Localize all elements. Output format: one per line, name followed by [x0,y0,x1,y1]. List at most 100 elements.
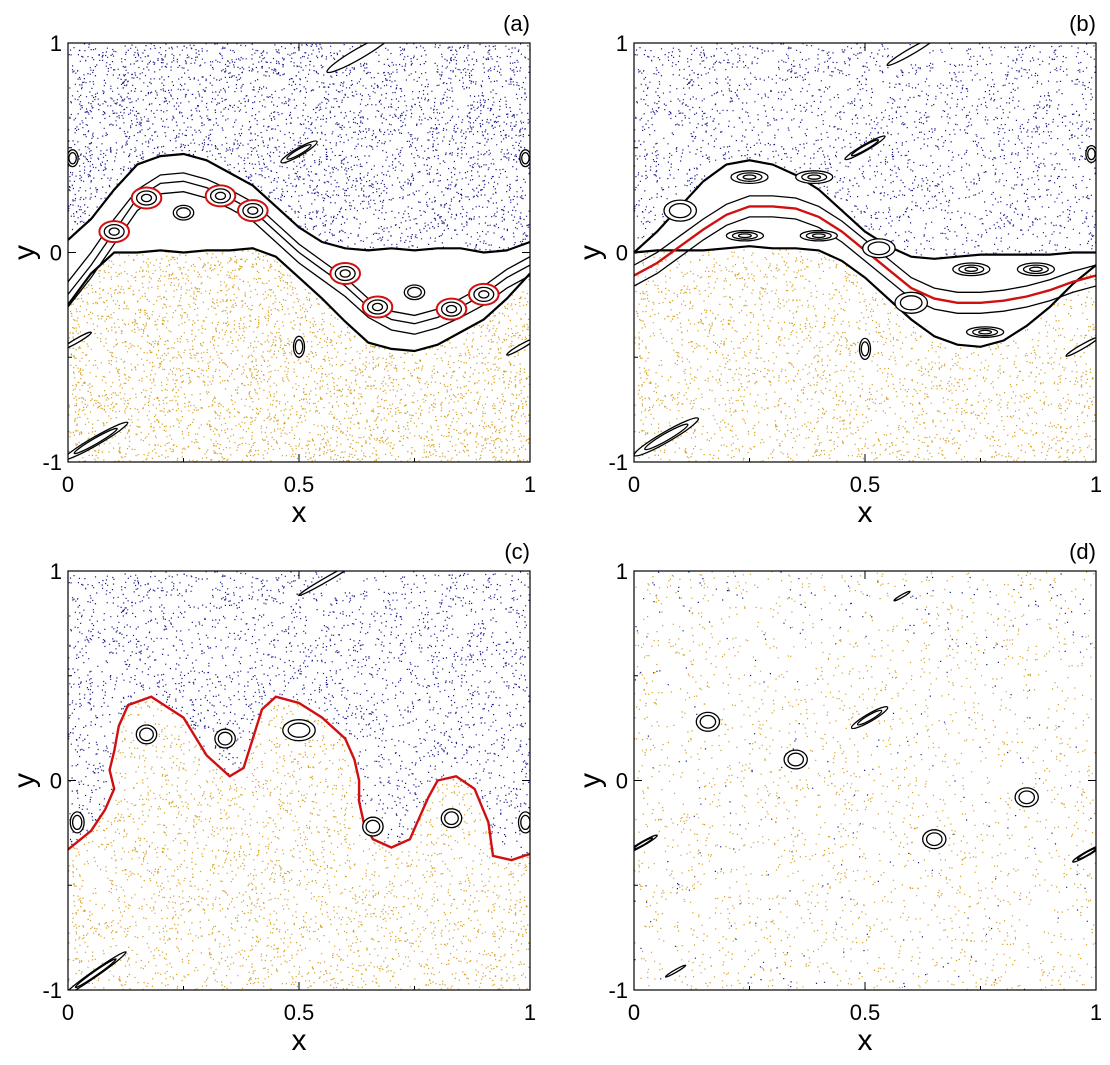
island [326,43,392,74]
island-ring [805,231,832,240]
island [634,834,658,853]
island-ring [736,172,763,182]
upper-region-points [68,571,530,858]
island-ring [1022,264,1049,275]
island-ring [71,814,83,831]
island [517,811,530,834]
island [519,149,530,168]
y-tick-label: 0 [616,241,628,266]
island-ring [326,43,392,74]
island [1016,262,1056,277]
x-axis-label: x [292,496,307,529]
island-ring [366,299,389,315]
orbit-curves [634,590,1096,978]
island [1065,336,1096,357]
y-tick-label: 1 [616,31,628,56]
island-ring [68,331,92,350]
island [663,199,698,222]
lower-boundary-curve [634,245,1096,348]
island [135,724,158,745]
island [634,417,700,457]
island [130,186,163,210]
island-ring [103,223,125,240]
island-ring [108,227,120,236]
x-tick-label: 1 [1090,472,1102,497]
panel-label: (b) [1069,11,1096,36]
y-axis-label: y [8,245,41,260]
island [965,326,1005,338]
island-ring [886,43,936,67]
island-ring [899,295,923,311]
island [280,140,318,164]
scatter-points [68,571,530,990]
island-ring [214,191,227,201]
x-tick-label: 0 [628,472,640,497]
island-ring [74,958,117,989]
orbit-curves [68,571,530,990]
plot-frame [633,570,1097,991]
y-tick-label: -1 [42,978,62,1003]
island-ring [407,286,422,298]
island-ring [209,188,232,204]
x-tick-label: 1 [524,1000,536,1025]
island-ring [634,837,654,850]
y-axis-label: y [8,773,41,788]
island-ring [731,231,758,240]
upper-region-points [634,571,1092,990]
upper-boundary-curve [634,159,1096,260]
x-axis-label: x [858,1024,873,1057]
y-tick-label: -1 [608,978,628,1003]
island-ring [787,752,805,767]
island-ring [978,329,993,335]
orbit-curves [68,43,530,461]
island [362,816,384,837]
island-ring [517,811,530,834]
island-ring [135,190,158,206]
highlight-curve [68,695,530,862]
island [214,728,236,749]
island-ring [334,265,356,282]
y-tick-label: 0 [616,769,628,794]
x-axis-label: x [858,496,873,529]
x-tick-label: 1 [524,472,536,497]
island-ring [634,834,658,853]
island [783,749,808,770]
island [468,282,500,306]
island-ring [217,731,233,746]
panel-label: (d) [1069,539,1096,564]
island [172,204,195,221]
y-tick-label: -1 [42,450,62,475]
island [858,337,872,361]
island [361,295,394,319]
island-ring [520,814,530,831]
island-ring [371,302,384,312]
island [844,135,886,161]
island [282,719,316,742]
island [799,229,838,242]
island-ring [893,590,911,602]
island-ring [140,193,153,203]
lower-region-points [634,571,1096,990]
island-ring [850,706,889,730]
island-ring [298,571,356,597]
island-ring [478,290,490,299]
island-ring [445,304,458,314]
island [862,238,896,259]
island [1085,144,1096,164]
island-ring [506,337,530,356]
upper-boundary-curve [68,152,530,254]
panel-label: (a) [503,11,530,36]
orbit-curves [634,43,1096,457]
island-ring [247,206,259,215]
island-ring [737,233,752,239]
island [298,571,356,597]
island-ring [521,151,530,165]
island [68,951,127,990]
island-ring [444,811,459,826]
island [237,199,269,223]
island-ring [664,964,687,978]
y-tick-label: 1 [50,559,62,584]
